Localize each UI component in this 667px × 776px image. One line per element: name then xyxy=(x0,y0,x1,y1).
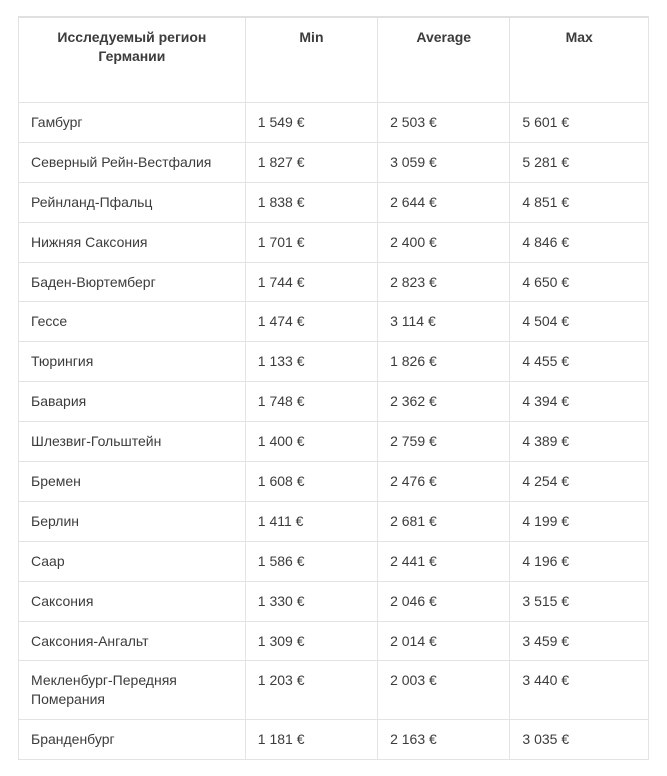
cell-min: 1 133 € xyxy=(245,342,377,382)
cell-region: Шлезвиг-Гольштейн xyxy=(19,422,246,462)
cell-min: 1 549 € xyxy=(245,103,377,143)
col-header-region: Исследуемый регион Германии xyxy=(19,17,246,103)
cell-region: Мекленбург-Передняя Померания xyxy=(19,661,246,720)
cell-region: Тюрингия xyxy=(19,342,246,382)
cell-max: 3 459 € xyxy=(510,621,649,661)
cell-region: Саксония-Ангальт xyxy=(19,621,246,661)
cell-max: 4 650 € xyxy=(510,262,649,302)
cell-min: 1 838 € xyxy=(245,182,377,222)
cell-avg: 3 059 € xyxy=(378,142,510,182)
cell-avg: 2 046 € xyxy=(378,581,510,621)
table-row: Бремен1 608 €2 476 €4 254 € xyxy=(19,462,649,502)
table-row: Саксония1 330 €2 046 €3 515 € xyxy=(19,581,649,621)
table-row: Гессе1 474 €3 114 €4 504 € xyxy=(19,302,649,342)
cell-avg: 2 476 € xyxy=(378,462,510,502)
cell-min: 1 181 € xyxy=(245,720,377,760)
cell-avg: 2 823 € xyxy=(378,262,510,302)
cell-min: 1 748 € xyxy=(245,382,377,422)
cell-avg: 3 114 € xyxy=(378,302,510,342)
table-row: Северный Рейн-Вестфалия1 827 €3 059 €5 2… xyxy=(19,142,649,182)
table-row: Шлезвиг-Гольштейн1 400 €2 759 €4 389 € xyxy=(19,422,649,462)
cell-region: Рейнланд-Пфальц xyxy=(19,182,246,222)
cell-avg: 2 681 € xyxy=(378,501,510,541)
cell-min: 1 744 € xyxy=(245,262,377,302)
cell-max: 4 851 € xyxy=(510,182,649,222)
cell-region: Гамбург xyxy=(19,103,246,143)
cell-region: Берлин xyxy=(19,501,246,541)
cell-max: 3 035 € xyxy=(510,720,649,760)
table-row: Бранденбург1 181 €2 163 €3 035 € xyxy=(19,720,649,760)
table-row: Саксония-Ангальт1 309 €2 014 €3 459 € xyxy=(19,621,649,661)
col-header-min: Min xyxy=(245,17,377,103)
cell-avg: 2 003 € xyxy=(378,661,510,720)
cell-avg: 2 644 € xyxy=(378,182,510,222)
cell-region: Бремен xyxy=(19,462,246,502)
cell-max: 5 281 € xyxy=(510,142,649,182)
cell-min: 1 827 € xyxy=(245,142,377,182)
cell-min: 1 608 € xyxy=(245,462,377,502)
cell-max: 5 601 € xyxy=(510,103,649,143)
cell-region: Баден-Вюртемберг xyxy=(19,262,246,302)
table-row: Баден-Вюртемберг1 744 €2 823 €4 650 € xyxy=(19,262,649,302)
cell-min: 1 701 € xyxy=(245,222,377,262)
cell-min: 1 309 € xyxy=(245,621,377,661)
col-header-max: Max xyxy=(510,17,649,103)
cell-avg: 2 503 € xyxy=(378,103,510,143)
table-row: Саар1 586 €2 441 €4 196 € xyxy=(19,541,649,581)
cell-avg: 1 826 € xyxy=(378,342,510,382)
table-row: Нижняя Саксония1 701 €2 400 €4 846 € xyxy=(19,222,649,262)
cell-max: 4 394 € xyxy=(510,382,649,422)
table-row: Рейнланд-Пфальц1 838 €2 644 €4 851 € xyxy=(19,182,649,222)
regions-table: Исследуемый регион Германии Min Average … xyxy=(18,16,649,760)
cell-max: 4 199 € xyxy=(510,501,649,541)
table-head: Исследуемый регион Германии Min Average … xyxy=(19,17,649,103)
table-row: Гамбург1 549 €2 503 €5 601 € xyxy=(19,103,649,143)
cell-avg: 2 759 € xyxy=(378,422,510,462)
cell-avg: 2 163 € xyxy=(378,720,510,760)
cell-min: 1 330 € xyxy=(245,581,377,621)
cell-max: 4 846 € xyxy=(510,222,649,262)
col-header-avg: Average xyxy=(378,17,510,103)
table-header-row: Исследуемый регион Германии Min Average … xyxy=(19,17,649,103)
cell-avg: 2 400 € xyxy=(378,222,510,262)
cell-avg: 2 441 € xyxy=(378,541,510,581)
cell-region: Гессе xyxy=(19,302,246,342)
cell-max: 4 504 € xyxy=(510,302,649,342)
cell-min: 1 474 € xyxy=(245,302,377,342)
cell-min: 1 203 € xyxy=(245,661,377,720)
cell-region: Нижняя Саксония xyxy=(19,222,246,262)
cell-max: 3 440 € xyxy=(510,661,649,720)
table-row: Мекленбург-Передняя Померания1 203 €2 00… xyxy=(19,661,649,720)
table-body: Гамбург1 549 €2 503 €5 601 €Северный Рей… xyxy=(19,103,649,760)
table-row: Бавария1 748 €2 362 €4 394 € xyxy=(19,382,649,422)
cell-min: 1 411 € xyxy=(245,501,377,541)
cell-region: Северный Рейн-Вестфалия xyxy=(19,142,246,182)
cell-max: 4 389 € xyxy=(510,422,649,462)
table-row: Берлин1 411 €2 681 €4 199 € xyxy=(19,501,649,541)
table-row: Тюрингия1 133 €1 826 €4 455 € xyxy=(19,342,649,382)
cell-max: 4 196 € xyxy=(510,541,649,581)
cell-region: Бавария xyxy=(19,382,246,422)
cell-avg: 2 014 € xyxy=(378,621,510,661)
cell-avg: 2 362 € xyxy=(378,382,510,422)
cell-max: 4 455 € xyxy=(510,342,649,382)
cell-region: Саксония xyxy=(19,581,246,621)
cell-min: 1 400 € xyxy=(245,422,377,462)
table-container: Исследуемый регион Германии Min Average … xyxy=(0,0,667,776)
cell-region: Саар xyxy=(19,541,246,581)
cell-min: 1 586 € xyxy=(245,541,377,581)
cell-region: Бранденбург xyxy=(19,720,246,760)
cell-max: 4 254 € xyxy=(510,462,649,502)
cell-max: 3 515 € xyxy=(510,581,649,621)
